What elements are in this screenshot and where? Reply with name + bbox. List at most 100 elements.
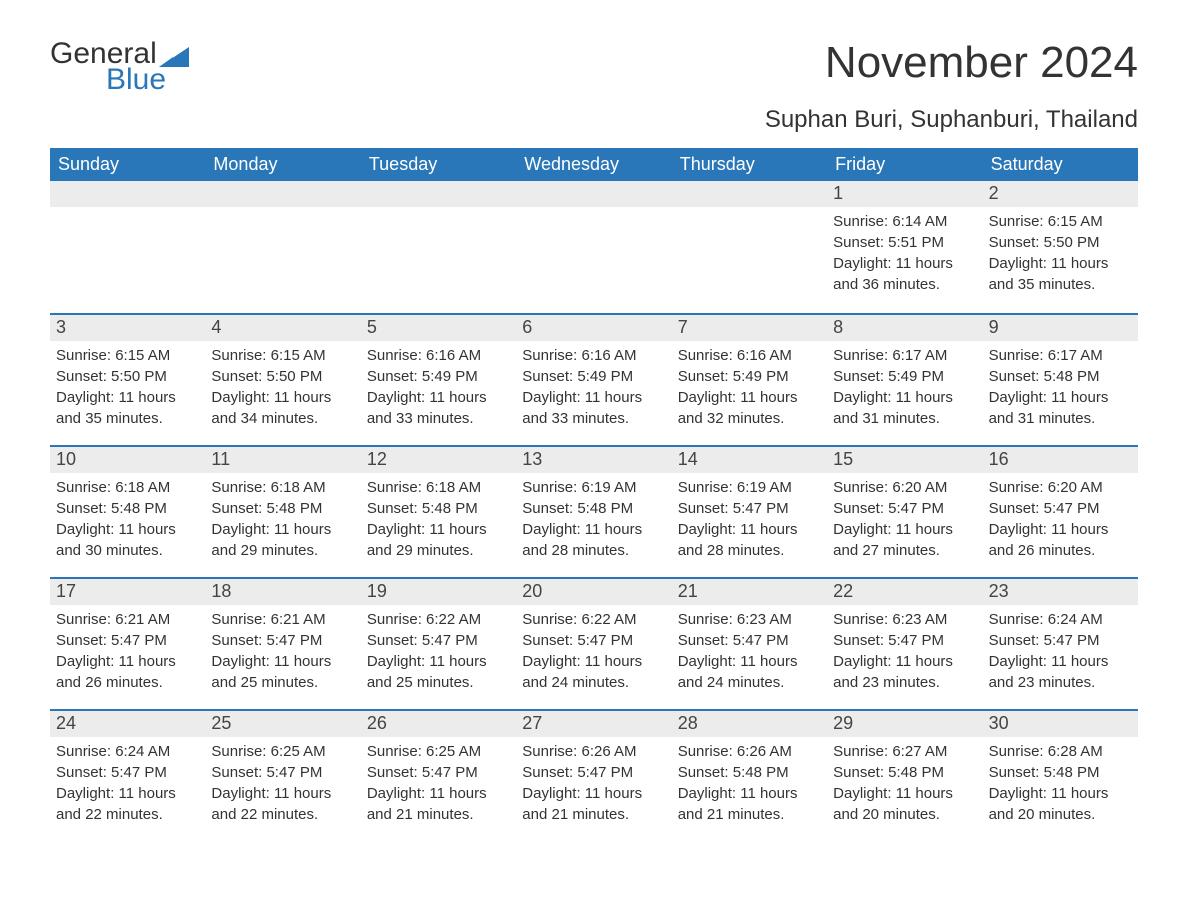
day-number: 25 — [205, 711, 360, 737]
day-cell: 15Sunrise: 6:20 AMSunset: 5:47 PMDayligh… — [827, 447, 982, 577]
weeks-container: 1Sunrise: 6:14 AMSunset: 5:51 PMDaylight… — [50, 181, 1138, 841]
day-number: 3 — [50, 315, 205, 341]
day-cell: 8Sunrise: 6:17 AMSunset: 5:49 PMDaylight… — [827, 315, 982, 445]
daylight-text-1: Daylight: 11 hours — [56, 519, 199, 540]
daylight-text-1: Daylight: 11 hours — [989, 783, 1132, 804]
day-body: Sunrise: 6:28 AMSunset: 5:48 PMDaylight:… — [983, 737, 1138, 835]
day-number: 20 — [516, 579, 671, 605]
day-cell: 29Sunrise: 6:27 AMSunset: 5:48 PMDayligh… — [827, 711, 982, 841]
day-body: Sunrise: 6:16 AMSunset: 5:49 PMDaylight:… — [672, 341, 827, 439]
day-number: 7 — [672, 315, 827, 341]
week-row: 3Sunrise: 6:15 AMSunset: 5:50 PMDaylight… — [50, 313, 1138, 445]
daylight-text-2: and 25 minutes. — [211, 672, 354, 693]
week-row: 17Sunrise: 6:21 AMSunset: 5:47 PMDayligh… — [50, 577, 1138, 709]
day-cell: 26Sunrise: 6:25 AMSunset: 5:47 PMDayligh… — [361, 711, 516, 841]
daylight-text-1: Daylight: 11 hours — [833, 519, 976, 540]
daylight-text-2: and 33 minutes. — [522, 408, 665, 429]
day-body: Sunrise: 6:20 AMSunset: 5:47 PMDaylight:… — [983, 473, 1138, 571]
day-body: Sunrise: 6:20 AMSunset: 5:47 PMDaylight:… — [827, 473, 982, 571]
day-body: Sunrise: 6:23 AMSunset: 5:47 PMDaylight:… — [827, 605, 982, 703]
day-body: Sunrise: 6:19 AMSunset: 5:48 PMDaylight:… — [516, 473, 671, 571]
daylight-text-1: Daylight: 11 hours — [989, 253, 1132, 274]
day-cell: 19Sunrise: 6:22 AMSunset: 5:47 PMDayligh… — [361, 579, 516, 709]
sunrise-text: Sunrise: 6:15 AM — [989, 211, 1132, 232]
day-body: Sunrise: 6:15 AMSunset: 5:50 PMDaylight:… — [50, 341, 205, 439]
day-header-saturday: Saturday — [983, 148, 1138, 181]
day-cell — [50, 181, 205, 313]
sunrise-text: Sunrise: 6:18 AM — [211, 477, 354, 498]
day-body: Sunrise: 6:25 AMSunset: 5:47 PMDaylight:… — [361, 737, 516, 835]
day-cell: 13Sunrise: 6:19 AMSunset: 5:48 PMDayligh… — [516, 447, 671, 577]
day-header-tuesday: Tuesday — [361, 148, 516, 181]
daylight-text-1: Daylight: 11 hours — [56, 651, 199, 672]
sunrise-text: Sunrise: 6:24 AM — [989, 609, 1132, 630]
sunset-text: Sunset: 5:50 PM — [56, 366, 199, 387]
day-cell — [361, 181, 516, 313]
day-cell: 22Sunrise: 6:23 AMSunset: 5:47 PMDayligh… — [827, 579, 982, 709]
daylight-text-2: and 30 minutes. — [56, 540, 199, 561]
day-number — [361, 181, 516, 207]
daylight-text-1: Daylight: 11 hours — [211, 519, 354, 540]
sunset-text: Sunset: 5:48 PM — [989, 366, 1132, 387]
day-number: 22 — [827, 579, 982, 605]
day-body: Sunrise: 6:24 AMSunset: 5:47 PMDaylight:… — [983, 605, 1138, 703]
day-cell: 9Sunrise: 6:17 AMSunset: 5:48 PMDaylight… — [983, 315, 1138, 445]
day-body: Sunrise: 6:27 AMSunset: 5:48 PMDaylight:… — [827, 737, 982, 835]
sunset-text: Sunset: 5:47 PM — [989, 630, 1132, 651]
day-body: Sunrise: 6:21 AMSunset: 5:47 PMDaylight:… — [205, 605, 360, 703]
daylight-text-2: and 35 minutes. — [56, 408, 199, 429]
daylight-text-2: and 20 minutes. — [833, 804, 976, 825]
day-number: 19 — [361, 579, 516, 605]
day-header-thursday: Thursday — [672, 148, 827, 181]
sunset-text: Sunset: 5:47 PM — [522, 762, 665, 783]
day-cell: 3Sunrise: 6:15 AMSunset: 5:50 PMDaylight… — [50, 315, 205, 445]
sunrise-text: Sunrise: 6:16 AM — [678, 345, 821, 366]
daylight-text-1: Daylight: 11 hours — [833, 651, 976, 672]
sunset-text: Sunset: 5:48 PM — [678, 762, 821, 783]
sunset-text: Sunset: 5:47 PM — [678, 630, 821, 651]
day-body: Sunrise: 6:25 AMSunset: 5:47 PMDaylight:… — [205, 737, 360, 835]
daylight-text-2: and 22 minutes. — [211, 804, 354, 825]
day-number — [516, 181, 671, 207]
daylight-text-1: Daylight: 11 hours — [989, 651, 1132, 672]
day-body: Sunrise: 6:26 AMSunset: 5:47 PMDaylight:… — [516, 737, 671, 835]
daylight-text-2: and 27 minutes. — [833, 540, 976, 561]
sunrise-text: Sunrise: 6:22 AM — [367, 609, 510, 630]
sunset-text: Sunset: 5:49 PM — [833, 366, 976, 387]
daylight-text-2: and 26 minutes. — [56, 672, 199, 693]
logo-blue-word: Blue — [106, 66, 189, 93]
daylight-text-1: Daylight: 11 hours — [211, 783, 354, 804]
day-cell: 4Sunrise: 6:15 AMSunset: 5:50 PMDaylight… — [205, 315, 360, 445]
daylight-text-1: Daylight: 11 hours — [367, 519, 510, 540]
day-number: 4 — [205, 315, 360, 341]
day-number: 11 — [205, 447, 360, 473]
day-cell: 27Sunrise: 6:26 AMSunset: 5:47 PMDayligh… — [516, 711, 671, 841]
sunset-text: Sunset: 5:50 PM — [989, 232, 1132, 253]
sunset-text: Sunset: 5:50 PM — [211, 366, 354, 387]
daylight-text-1: Daylight: 11 hours — [367, 387, 510, 408]
daylight-text-2: and 21 minutes. — [367, 804, 510, 825]
day-cell — [205, 181, 360, 313]
header: General Blue November 2024 Suphan Buri, … — [50, 20, 1138, 134]
day-body: Sunrise: 6:23 AMSunset: 5:47 PMDaylight:… — [672, 605, 827, 703]
sunrise-text: Sunrise: 6:21 AM — [211, 609, 354, 630]
daylight-text-2: and 21 minutes. — [678, 804, 821, 825]
daylight-text-2: and 32 minutes. — [678, 408, 821, 429]
day-header-wednesday: Wednesday — [516, 148, 671, 181]
day-body: Sunrise: 6:14 AMSunset: 5:51 PMDaylight:… — [827, 207, 982, 305]
day-cell — [672, 181, 827, 313]
day-number: 24 — [50, 711, 205, 737]
day-number: 26 — [361, 711, 516, 737]
day-cell: 5Sunrise: 6:16 AMSunset: 5:49 PMDaylight… — [361, 315, 516, 445]
day-body: Sunrise: 6:21 AMSunset: 5:47 PMDaylight:… — [50, 605, 205, 703]
daylight-text-1: Daylight: 11 hours — [678, 519, 821, 540]
day-header-row: Sunday Monday Tuesday Wednesday Thursday… — [50, 148, 1138, 181]
day-number: 21 — [672, 579, 827, 605]
daylight-text-2: and 22 minutes. — [56, 804, 199, 825]
daylight-text-1: Daylight: 11 hours — [367, 783, 510, 804]
day-number: 5 — [361, 315, 516, 341]
sunrise-text: Sunrise: 6:15 AM — [211, 345, 354, 366]
day-number: 12 — [361, 447, 516, 473]
day-number — [672, 181, 827, 207]
daylight-text-1: Daylight: 11 hours — [678, 651, 821, 672]
